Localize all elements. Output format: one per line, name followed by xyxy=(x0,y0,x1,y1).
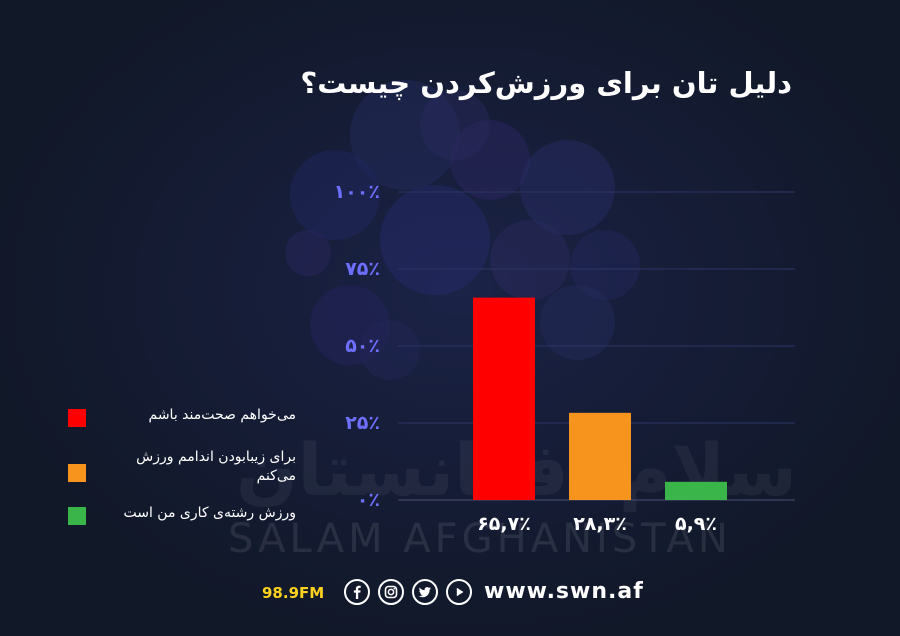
watermark-english: SALAM AFGHANISTAN xyxy=(228,516,732,562)
data-label: ۲۸,۳٪ xyxy=(573,513,627,535)
background-bubble xyxy=(540,285,615,360)
y-tick-label: ۷۵٪ xyxy=(345,258,380,280)
legend-swatch xyxy=(68,409,86,427)
y-tick-label: ۲۵٪ xyxy=(345,412,380,434)
background-bubble xyxy=(310,285,390,365)
legend-swatch xyxy=(68,464,86,482)
background-bubble xyxy=(450,120,530,200)
youtube-icon[interactable] xyxy=(446,579,472,605)
legend-label: ورزش رشته‌ی کاری من است xyxy=(123,505,296,521)
y-tick-label: ۰٪ xyxy=(357,489,380,511)
footer: 98.9FM www.swn.af xyxy=(0,576,900,612)
background-bubble xyxy=(490,220,570,300)
background-bubble xyxy=(520,140,615,235)
y-tick-label: ۱۰۰٪ xyxy=(334,181,380,203)
background-bubble xyxy=(285,230,331,276)
background-bubble xyxy=(360,320,420,380)
legend-item: می‌خواهم صحت‌مند باشم xyxy=(68,406,298,432)
legend-swatch xyxy=(68,507,86,525)
legend-item: ورزش رشته‌ی کاری من است xyxy=(68,504,298,530)
background-bubble xyxy=(290,150,380,240)
legend-label: می‌خواهم صحت‌مند باشم xyxy=(148,407,297,423)
bar xyxy=(473,297,535,500)
bar xyxy=(569,412,631,500)
data-label: ۵,۹٪ xyxy=(675,513,717,535)
bar xyxy=(665,481,727,500)
instagram-icon[interactable] xyxy=(378,579,404,605)
background-bubble xyxy=(570,230,640,300)
chart-title: دلیل تان برای ورزش‌کردن چیست؟ xyxy=(300,66,792,100)
legend-label: برای زیبابودن اندامم ورزش می‌کنم xyxy=(136,449,296,484)
website-url[interactable]: www.swn.af xyxy=(484,579,644,604)
facebook-icon[interactable] xyxy=(344,579,370,605)
background-bubble xyxy=(380,185,490,295)
radio-frequency: 98.9FM xyxy=(262,584,325,602)
data-label: ۶۵,۷٪ xyxy=(477,513,531,535)
y-tick-label: ۵۰٪ xyxy=(345,335,380,357)
legend-item: برای زیبابودن اندامم ورزش می‌کنم xyxy=(68,448,298,490)
background-bubble xyxy=(420,90,490,160)
twitter-icon[interactable] xyxy=(412,579,438,605)
legend: می‌خواهم صحت‌مند باشم برای زیبابودن اندا… xyxy=(68,406,298,546)
